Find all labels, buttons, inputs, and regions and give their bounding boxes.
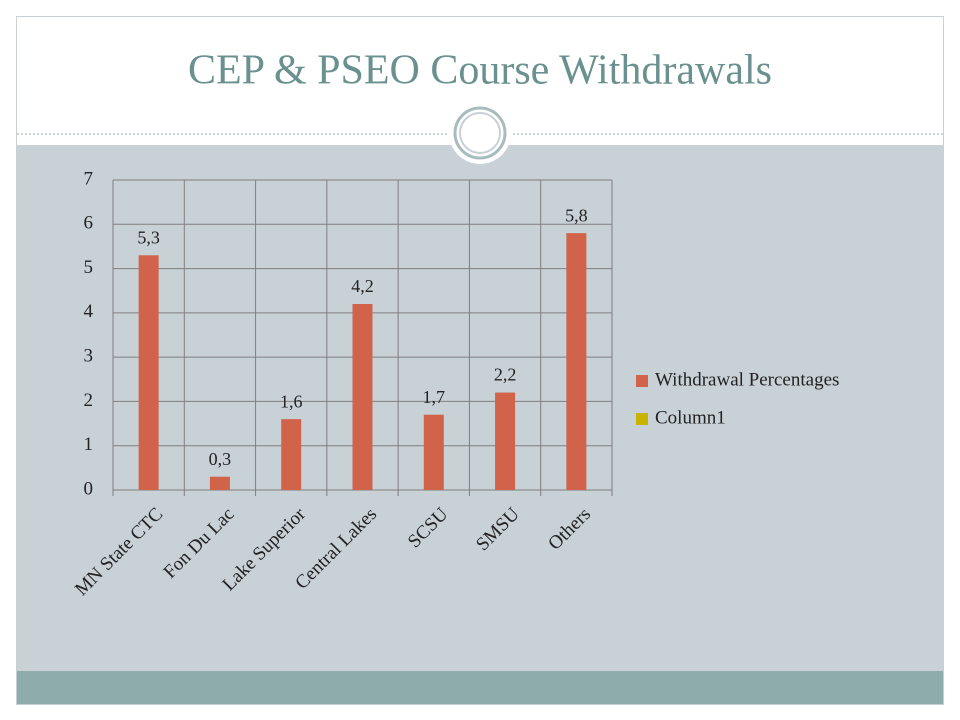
ornament-ring xyxy=(453,106,507,160)
y-tick-label: 7 xyxy=(84,168,94,189)
bar xyxy=(352,304,373,490)
y-tick-label: 5 xyxy=(84,257,94,278)
footer-band xyxy=(17,671,943,704)
data-label: 5,3 xyxy=(137,227,160,247)
bar xyxy=(138,255,159,490)
slide-frame xyxy=(16,16,944,705)
data-label: 1,7 xyxy=(423,387,446,407)
content-band xyxy=(17,145,943,671)
ornament-outer xyxy=(449,102,511,164)
data-label: 2,2 xyxy=(494,365,517,385)
bar xyxy=(209,476,230,490)
y-tick-label: 0 xyxy=(84,478,94,499)
data-label: 0,3 xyxy=(209,449,232,469)
bar xyxy=(281,419,302,490)
bar xyxy=(495,392,516,490)
data-label: 5,8 xyxy=(565,205,588,225)
bar xyxy=(423,414,444,490)
bar xyxy=(566,233,587,490)
legend-label: Withdrawal Percentages xyxy=(655,369,839,390)
y-tick-label: 2 xyxy=(84,390,94,411)
y-tick-label: 6 xyxy=(84,213,94,234)
y-tick-label: 1 xyxy=(84,434,94,455)
data-label: 4,2 xyxy=(351,276,374,296)
ornament-inner xyxy=(459,112,501,154)
data-label: 1,6 xyxy=(280,391,303,411)
legend-swatch xyxy=(636,413,648,425)
legend-label: Column1 xyxy=(655,407,726,428)
y-tick-label: 4 xyxy=(84,301,94,322)
legend-swatch xyxy=(636,375,648,387)
chart-title: CEP & PSEO Course Withdrawals xyxy=(188,48,772,94)
y-tick-label: 3 xyxy=(84,346,94,367)
